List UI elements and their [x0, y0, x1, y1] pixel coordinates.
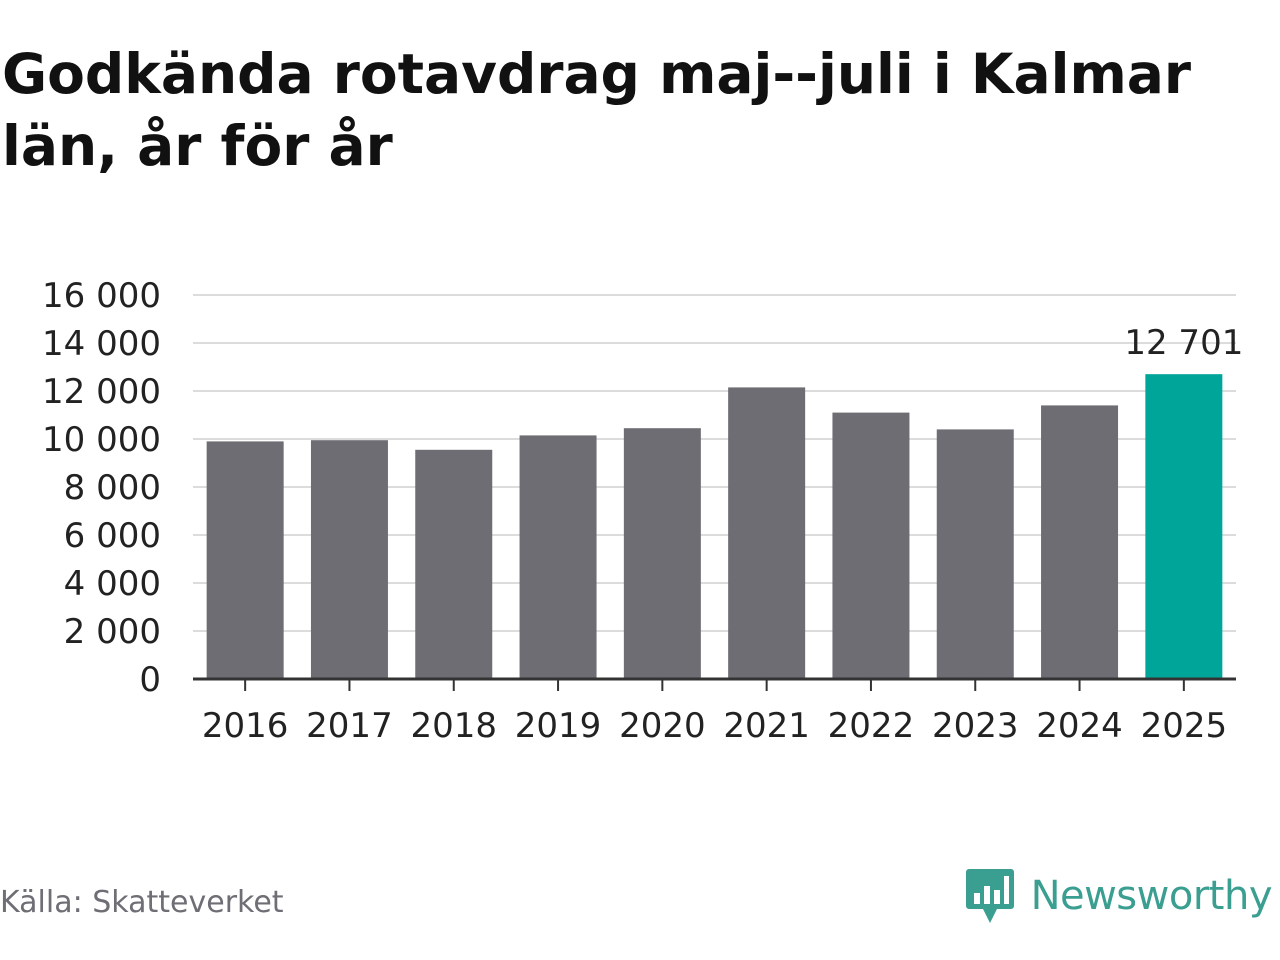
bar: [310, 440, 388, 679]
y-tick-label: 12 000: [42, 372, 161, 412]
bar: [206, 441, 284, 679]
x-tick-label: 2025: [1141, 706, 1228, 746]
x-tick-label: 2016: [202, 706, 289, 746]
x-tick-label: 2017: [306, 706, 393, 746]
bar: [519, 435, 597, 679]
bar: [936, 429, 1014, 679]
x-tick-label: 2019: [515, 706, 602, 746]
bar: [415, 449, 493, 679]
bar: [1041, 405, 1119, 679]
y-tick-label: 4 000: [64, 564, 161, 604]
data-label: 12 701: [1124, 323, 1243, 363]
source-note: Källa: Skatteverket: [0, 885, 284, 920]
brand-logo: Newsworthy: [965, 866, 1273, 926]
y-tick-label: 10 000: [42, 420, 161, 460]
x-tick-label: 2022: [828, 706, 915, 746]
bar: [623, 428, 701, 679]
y-tick-label: 6 000: [64, 516, 161, 556]
y-tick-label: 0: [139, 660, 161, 700]
bar-chart: 0 2 000 4 000 6 000 8 000 10 000 12 000 14 000 1…: [42, 276, 1243, 746]
y-tick-label: 16 000: [42, 276, 161, 316]
x-tick-label: 2018: [410, 706, 497, 746]
y-tick-label: 2 000: [64, 612, 161, 652]
x-tick-label: 2023: [932, 706, 1019, 746]
x-tick-label: 2020: [619, 706, 706, 746]
bar: [728, 387, 806, 679]
y-tick-label: 14 000: [42, 324, 161, 364]
brand-name: Newsworthy: [1030, 873, 1273, 919]
y-tick-label: 8 000: [64, 468, 161, 508]
x-tick-label: 2024: [1036, 706, 1123, 746]
newsworthy-icon: [965, 869, 1014, 923]
x-tick-label: 2021: [723, 706, 810, 746]
chart-title: Godkända rotavdrag maj--juli i Kalmar lä…: [2, 42, 1191, 178]
bar: [832, 412, 910, 679]
bar: [1145, 374, 1223, 679]
